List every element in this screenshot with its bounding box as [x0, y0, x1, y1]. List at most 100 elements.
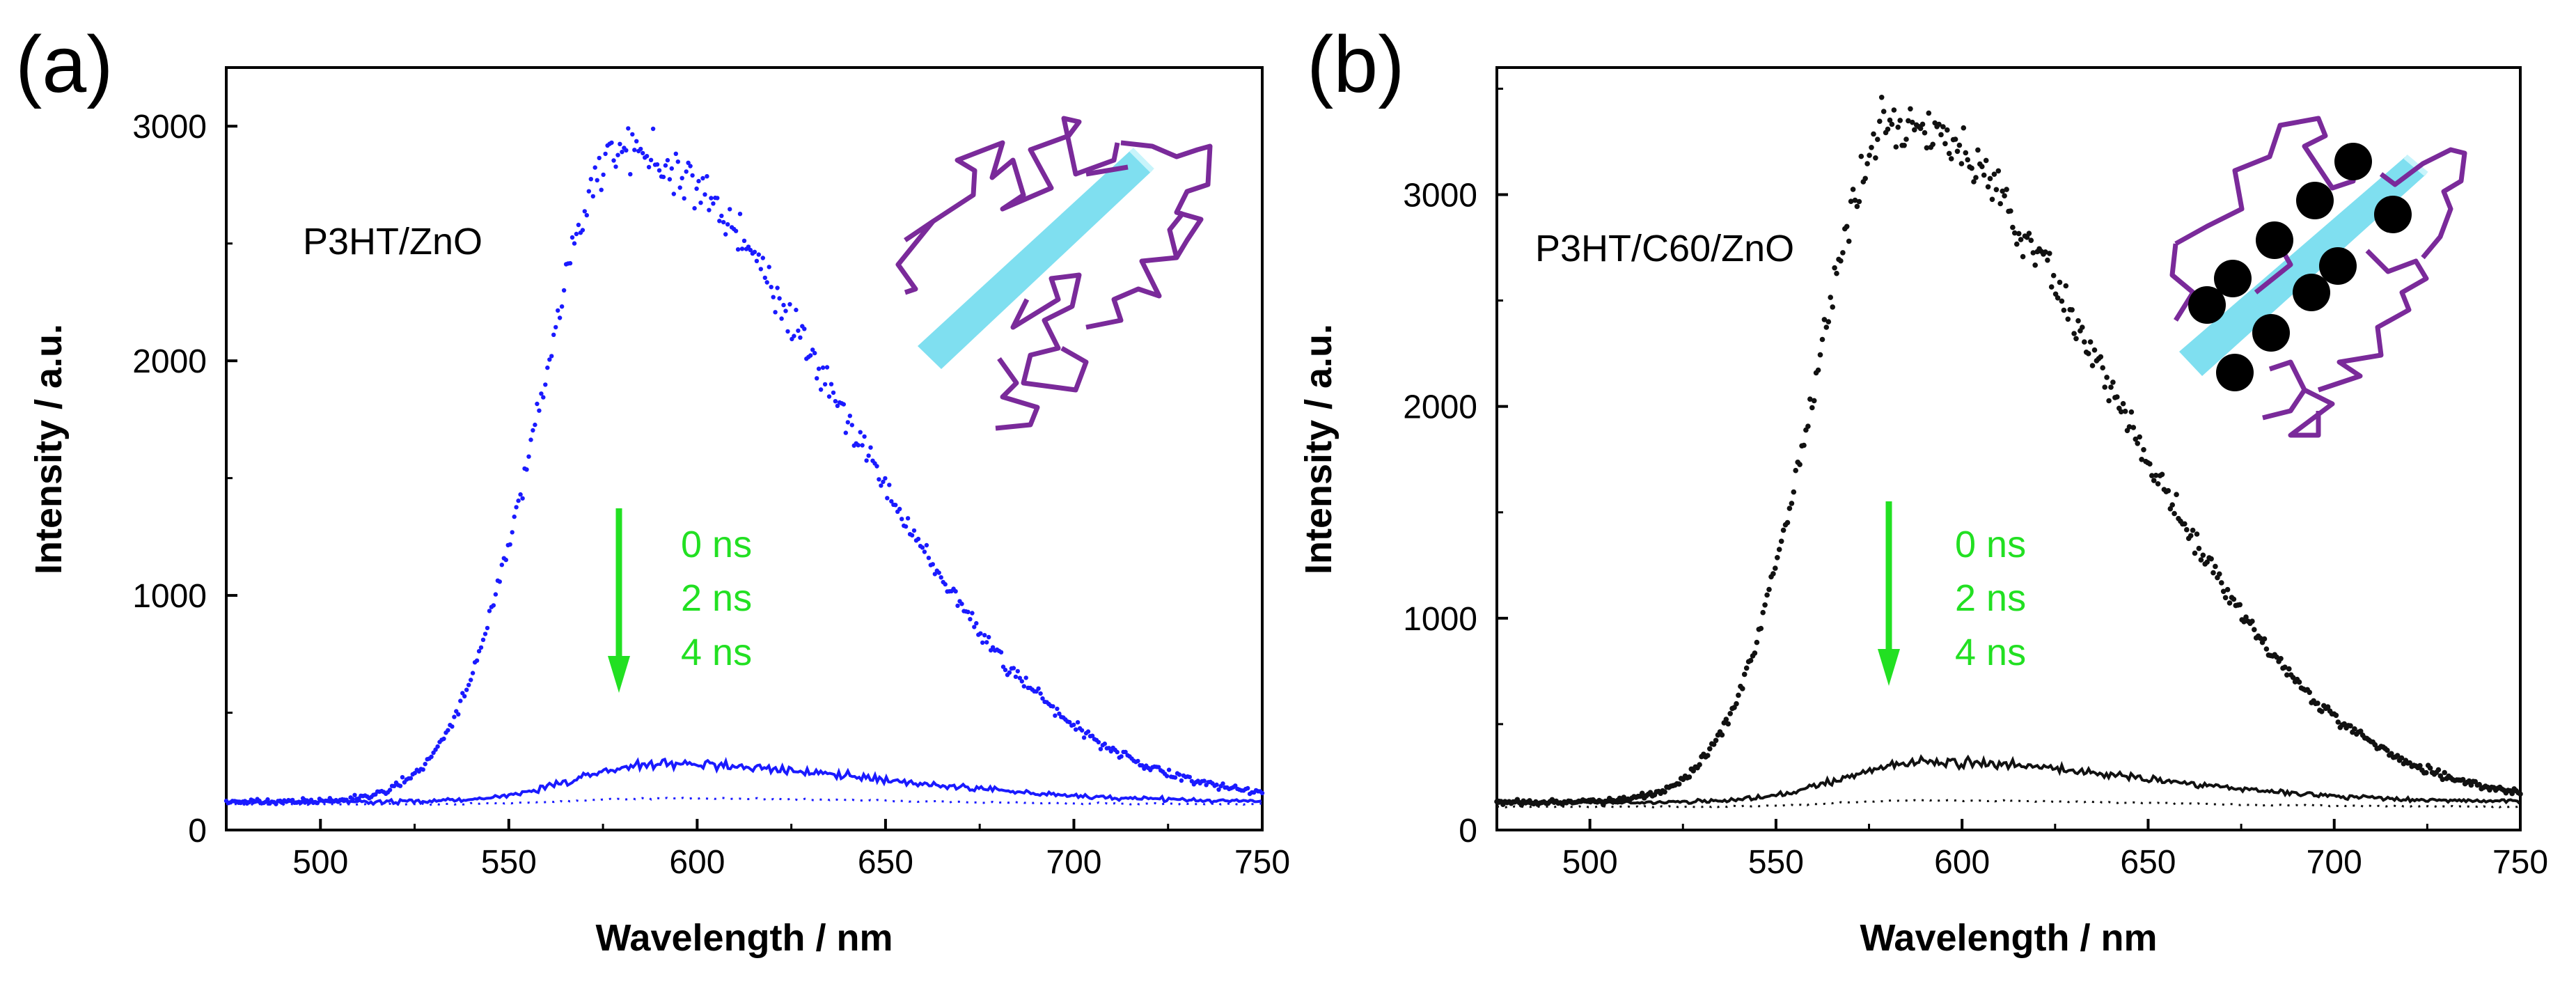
data-point-0ns: [1891, 107, 1897, 113]
data-point-0ns: [1919, 121, 1926, 127]
series-line-2ns: [1496, 753, 2521, 806]
data-point-0ns: [856, 443, 861, 448]
data-point-0ns: [352, 792, 357, 798]
data-point-0ns: [2319, 709, 2325, 714]
data-point-0ns: [1995, 168, 2002, 174]
data-point-0ns: [2069, 307, 2075, 313]
data-point-0ns: [1991, 171, 1997, 177]
data-point-0ns: [2196, 545, 2202, 551]
data-point-0ns: [2147, 461, 2153, 467]
data-point-0ns: [1071, 722, 1076, 728]
data-point-0ns: [1023, 675, 1028, 680]
data-point-0ns: [698, 201, 703, 205]
data-point-0ns: [709, 196, 714, 201]
y-tick-label: 2000: [1403, 389, 1477, 426]
data-point-0ns: [1038, 691, 1043, 696]
data-point-0ns: [1895, 124, 1901, 130]
data-point-0ns: [682, 196, 686, 201]
data-point-0ns: [2045, 257, 2050, 263]
data-point-0ns: [737, 212, 743, 217]
data-point-0ns: [2352, 726, 2357, 732]
data-point-0ns: [1676, 781, 1682, 787]
data-point-0ns: [707, 208, 712, 212]
y-axis: 0 1000 2000 3000: [1403, 87, 1508, 850]
data-point-0ns: [980, 640, 985, 645]
data-point-0ns: [1220, 781, 1225, 786]
data-point-0ns: [2133, 436, 2139, 442]
data-point-0ns: [877, 477, 881, 482]
data-point-0ns: [2028, 237, 2034, 244]
data-point-0ns: [650, 126, 656, 132]
data-point-0ns: [2065, 316, 2071, 322]
data-point-0ns: [1989, 196, 1995, 203]
data-point-0ns: [582, 209, 587, 214]
data-point-0ns: [1840, 250, 1846, 256]
data-point-0ns: [2043, 249, 2048, 255]
data-point-0ns: [810, 347, 815, 352]
series-line-2ns: [225, 757, 1262, 806]
y-tick-label: 1000: [132, 578, 207, 615]
y-axis-title: Intensity / a.u.: [28, 324, 70, 574]
data-point-0ns: [478, 645, 484, 650]
data-point-0ns: [2417, 762, 2423, 769]
data-point-0ns: [654, 162, 660, 167]
data-point-0ns: [754, 258, 760, 263]
data-point-0ns: [533, 422, 537, 428]
y-tick-label: 0: [1459, 813, 1477, 850]
data-point-0ns: [2194, 531, 2200, 537]
data-point-0ns: [2394, 753, 2401, 758]
x-tick-label: 500: [1562, 844, 1618, 881]
data-point-0ns: [767, 265, 771, 269]
data-point-0ns: [1164, 774, 1170, 778]
data-point-0ns: [2159, 471, 2165, 478]
data-point-0ns: [648, 157, 654, 162]
data-point-0ns: [586, 189, 591, 194]
data-point-0ns: [2286, 666, 2292, 672]
panel-label: (b): [1307, 20, 1405, 109]
data-point-0ns: [1762, 602, 1768, 608]
data-point-0ns: [551, 332, 556, 337]
data-point-0ns: [1942, 141, 1948, 147]
data-point-0ns: [421, 767, 425, 772]
data-point-0ns: [1963, 150, 1969, 156]
sample-annotation: P3HT/ZnO: [303, 221, 482, 263]
data-point-0ns: [1811, 398, 1817, 404]
data-point-0ns: [1823, 324, 1830, 330]
data-point-0ns: [943, 581, 948, 587]
data-point-0ns: [561, 288, 567, 293]
data-point-0ns: [458, 698, 463, 703]
legend-4ns: 4 ns: [1955, 632, 2026, 673]
data-point-0ns: [798, 335, 803, 340]
data-point-0ns: [1993, 187, 2000, 193]
data-point-0ns: [2296, 679, 2302, 685]
data-point-0ns: [528, 437, 533, 442]
data-point-0ns: [723, 232, 728, 237]
data-point-0ns: [537, 408, 542, 413]
data-point-0ns: [412, 771, 417, 776]
data-point-0ns: [1775, 555, 1780, 561]
x-tick-label: 650: [858, 844, 913, 881]
data-point-0ns: [1885, 126, 1891, 132]
data-point-0ns: [1172, 775, 1178, 780]
data-point-0ns: [785, 329, 790, 334]
data-point-0ns: [1956, 142, 1963, 148]
data-point-0ns: [2257, 635, 2263, 641]
data-point-0ns: [911, 528, 917, 533]
data-point-0ns: [567, 260, 573, 266]
y-tick-label: 3000: [1403, 178, 1477, 214]
data-point-0ns: [400, 775, 405, 780]
data-point-0ns: [1924, 145, 1930, 151]
nanorod-c60-inset: [2169, 116, 2467, 438]
data-point-0ns: [1828, 295, 1833, 300]
data-point-0ns: [1713, 737, 1719, 744]
data-point-0ns: [398, 783, 403, 788]
data-point-0ns: [1825, 319, 1832, 324]
x-axis: 500 550 600 650 700 750: [225, 819, 1290, 881]
legend-4ns: 4 ns: [681, 632, 752, 673]
data-point-0ns: [2002, 193, 2007, 199]
data-point-0ns: [2460, 776, 2466, 783]
data-point-0ns: [1743, 665, 1750, 671]
data-point-0ns: [435, 744, 440, 749]
data-point-0ns: [903, 524, 909, 529]
data-point-0ns: [2165, 487, 2171, 494]
